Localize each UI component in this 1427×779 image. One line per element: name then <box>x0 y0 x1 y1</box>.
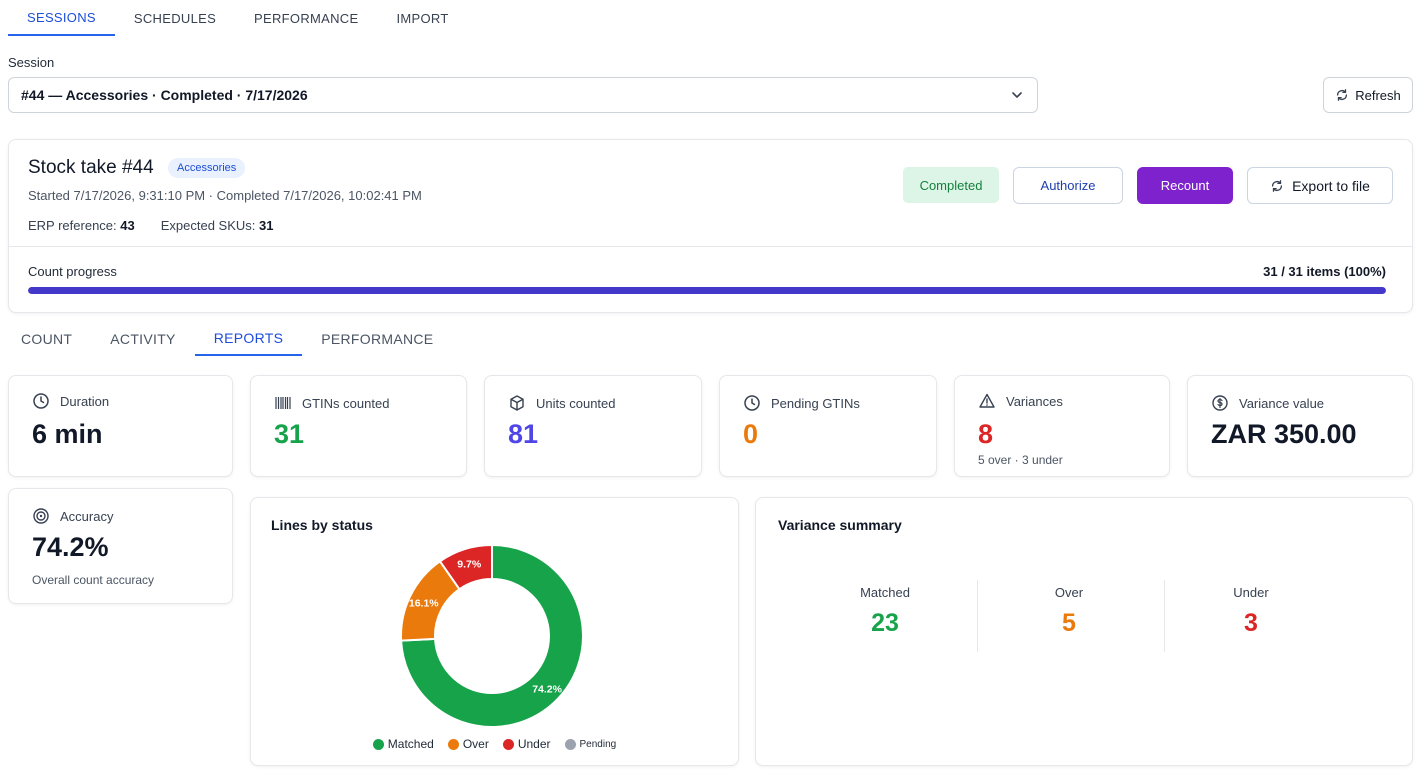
legend-dot <box>564 738 576 750</box>
tab-activity[interactable]: ACTIVITY <box>110 331 176 347</box>
stat-card-duration: Duration 6 min <box>8 375 233 477</box>
stat-label: Duration <box>60 393 110 409</box>
refresh-button-label: Refresh <box>1355 87 1401 103</box>
stat-value-units: 81 <box>508 419 539 449</box>
progress-label: Count progress <box>28 264 117 279</box>
stat-value-accuracy: 74.2% <box>32 532 109 562</box>
stat-value-duration: 6 min <box>32 419 103 449</box>
stat-label: Variances <box>1006 393 1063 409</box>
legend-dot <box>372 738 384 750</box>
expected-skus: Expected SKUs: 31 <box>160 218 274 233</box>
legend-item-pending: Pending <box>564 737 617 751</box>
stat-label: GTINs counted <box>302 395 390 411</box>
authorize-button[interactable]: Authorize <box>1013 167 1123 204</box>
stat-sub-accuracy: Overall count accuracy <box>32 573 155 587</box>
stat-label: Variance value <box>1239 395 1325 411</box>
top-tabs: SESSIONS SCHEDULES PERFORMANCE IMPORT <box>8 0 468 36</box>
stat-card-gtins: GTINs counted 31 <box>250 375 467 477</box>
legend-item-under: Under <box>502 737 551 751</box>
stock-take-title: Stock take #44 <box>28 157 154 178</box>
legend-item-over: Over <box>447 737 489 751</box>
refresh-button[interactable]: Refresh <box>1323 77 1413 113</box>
category-chip: Accessories <box>168 158 246 178</box>
stock-take-refs: ERP reference: 43 Expected SKUs: 31 <box>28 218 273 233</box>
variance-under: Under 3 <box>1158 580 1344 652</box>
divider <box>977 580 978 652</box>
donut-label-over: 16.1% <box>409 598 439 610</box>
progress-bar-fill <box>28 287 1386 294</box>
donut-slice-matched <box>400 543 584 728</box>
stat-value-variance-value: ZAR 350.00 <box>1211 419 1357 449</box>
clock-icon <box>744 395 760 411</box>
variance-over-value: 5 <box>1062 609 1076 637</box>
variance-summary-title: Variance summary <box>778 517 902 533</box>
donut-label-matched: 74.2% <box>532 683 562 695</box>
tab-performance[interactable]: PERFORMANCE <box>254 10 359 26</box>
export-button-label: Export to file <box>1292 177 1370 194</box>
variance-under-label: Under <box>1233 585 1269 600</box>
stock-take-card: Stock take #44 Accessories Started 7/17/… <box>8 139 1413 313</box>
legend-dot <box>447 738 459 750</box>
box-icon <box>510 395 524 411</box>
clock-icon <box>33 393 49 409</box>
session-label: Session <box>8 55 55 70</box>
tab-sessions[interactable]: SESSIONS <box>8 0 115 36</box>
variance-matched-value: 23 <box>871 609 899 637</box>
legend-label: Under <box>517 737 551 751</box>
legend-label: Pending <box>579 738 617 750</box>
tab-import[interactable]: IMPORT <box>396 10 449 26</box>
refresh-icon <box>1272 179 1283 192</box>
progress-bar <box>28 287 1386 294</box>
donut-label-under: 9.7% <box>457 558 482 570</box>
tab-sub-performance[interactable]: PERFORMANCE <box>321 331 434 347</box>
stat-card-units: Units counted 81 <box>484 375 702 477</box>
tab-schedules[interactable]: SCHEDULES <box>133 10 217 26</box>
legend-dot <box>502 738 514 750</box>
stat-value-gtins: 31 <box>274 419 305 449</box>
stat-label: Units counted <box>536 395 616 411</box>
session-select[interactable]: #44 — Accessories · Completed · 7/17/202… <box>8 77 1038 113</box>
status-badge: Completed <box>903 167 999 203</box>
recount-button[interactable]: Recount <box>1137 167 1233 204</box>
target-icon <box>33 508 49 524</box>
export-button[interactable]: Export to file <box>1247 167 1393 204</box>
chevron-down-icon <box>1012 92 1022 98</box>
variance-over-label: Over <box>1054 585 1084 600</box>
stat-card-pending: Pending GTINs 0 <box>719 375 937 477</box>
legend-label: Matched <box>387 737 434 751</box>
dollar-icon <box>1212 395 1228 411</box>
warning-icon <box>979 393 995 408</box>
progress-count: 31 / 31 items (100%) <box>1263 264 1386 279</box>
barcode-icon <box>275 397 291 409</box>
stock-take-timing: Started 7/17/2026, 9:31:10 PM · Complete… <box>28 188 422 203</box>
variance-under-value: 3 <box>1244 609 1258 637</box>
variance-matched: Matched 23 <box>792 580 978 652</box>
tab-count[interactable]: COUNT <box>21 331 73 347</box>
erp-reference: ERP reference: 43 <box>28 218 135 233</box>
variance-over: Over 5 <box>976 580 1162 652</box>
variance-matched-label: Matched <box>860 585 910 600</box>
lines-by-status-card: Lines by status 74.2% 16.1% 9.7% Matched Ov… <box>250 497 739 766</box>
stat-card-accuracy: Accuracy 74.2% Overall count accuracy <box>8 488 233 604</box>
donut-chart: 74.2% 16.1% 9.7% <box>400 543 584 728</box>
legend-label: Over <box>462 737 489 751</box>
legend-item-matched: Matched <box>372 737 434 751</box>
session-select-value: #44 — Accessories · Completed · 7/17/202… <box>21 87 308 103</box>
stat-card-variances: Variances 8 5 over · 3 under <box>954 375 1170 477</box>
refresh-icon <box>1337 89 1348 101</box>
sub-tabs: COUNT ACTIVITY REPORTS PERFORMANCE <box>2 322 452 356</box>
stat-value-pending: 0 <box>743 419 759 449</box>
divider <box>9 246 1412 247</box>
variance-summary-card: Variance summary Matched 23 Over 5 Under… <box>755 497 1413 766</box>
donut-slice-under <box>438 543 493 591</box>
chart-legend: Matched Over Under Pending <box>251 737 738 751</box>
divider <box>1164 580 1165 652</box>
stat-label: Accuracy <box>60 508 114 524</box>
chart-title: Lines by status <box>271 517 373 533</box>
stat-sub-variances: 5 over · 3 under <box>978 453 1063 467</box>
tab-reports[interactable]: REPORTS <box>194 322 303 356</box>
stat-label: Pending GTINs <box>771 395 860 411</box>
stat-card-variance-value: Variance value ZAR 350.00 <box>1187 375 1413 477</box>
stat-value-variances: 8 <box>978 419 994 449</box>
